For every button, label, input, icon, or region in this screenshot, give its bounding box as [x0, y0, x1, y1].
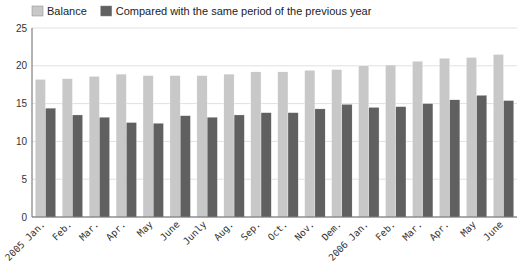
- bar: [89, 76, 99, 217]
- bar: [278, 72, 288, 217]
- bar: [224, 74, 234, 217]
- legend-swatch: [101, 6, 112, 16]
- bar: [477, 95, 487, 217]
- x-tick-label: Nov.: [292, 219, 316, 243]
- x-tick-label: Mar.: [77, 219, 101, 243]
- x-tick-label: Oct.: [265, 219, 289, 243]
- x-tick-label: 2005 Jan.: [3, 219, 47, 263]
- bar: [116, 74, 126, 217]
- y-tick-label: 5: [21, 174, 27, 185]
- bar: [35, 79, 45, 217]
- x-tick-label: May: [135, 218, 155, 238]
- x-tick-label: 2006 Jan.: [326, 219, 370, 263]
- legend-label: Balance: [47, 5, 87, 17]
- bar: [315, 109, 325, 217]
- bar: [207, 117, 217, 217]
- bar: [153, 123, 163, 217]
- y-tick-label: 20: [16, 60, 28, 71]
- x-axis: 2005 Jan.Feb.Mar.Apr.MayJuneJunlyAug.Sep…: [3, 218, 505, 262]
- chart-container: 05101520252005 Jan.Feb.Mar.Apr.MayJuneJu…: [0, 0, 527, 267]
- legend-swatch: [32, 6, 43, 16]
- bar: [180, 116, 190, 217]
- y-tick-label: 15: [16, 98, 28, 109]
- bar: [234, 115, 244, 217]
- bar: [305, 70, 315, 217]
- bar: [288, 113, 298, 217]
- y-tick-label: 25: [16, 23, 28, 34]
- x-axis-line: [32, 217, 517, 218]
- x-tick-label: Mar.: [400, 219, 424, 243]
- x-tick-label: Apr.: [104, 219, 128, 243]
- bar: [45, 108, 55, 217]
- y-tick-label: 10: [16, 136, 28, 147]
- legend-label: Compared with the same period of the pre…: [116, 5, 372, 17]
- grid-line: [32, 28, 517, 29]
- bar: [412, 61, 422, 217]
- y-axis: 0 5 10 15 20 25: [16, 23, 28, 223]
- legend: Balance Compared with the same period of …: [32, 5, 372, 17]
- bars: [35, 54, 514, 217]
- bar: [396, 107, 406, 217]
- bar: [439, 58, 449, 217]
- bar: [369, 107, 379, 217]
- bar: [450, 100, 460, 217]
- bar: [359, 66, 369, 217]
- x-tick-label: May: [458, 218, 478, 238]
- grid-line: [32, 217, 517, 218]
- bar: [251, 72, 261, 217]
- bar: [99, 117, 109, 217]
- bar: [197, 76, 207, 217]
- bar: [466, 57, 476, 217]
- bar: [143, 76, 153, 217]
- x-tick-label: Dem.: [319, 219, 343, 243]
- bar: [386, 65, 396, 217]
- bar: [261, 113, 271, 217]
- grid: [32, 28, 517, 217]
- bar: [332, 70, 342, 217]
- x-tick-label: June: [158, 218, 182, 242]
- x-tick-label: Apr.: [427, 219, 451, 243]
- x-tick-label: Sep.: [238, 219, 262, 243]
- x-tick-label: Junly: [181, 218, 209, 246]
- x-tick-label: June: [481, 218, 505, 242]
- bar: [504, 101, 514, 217]
- x-tick-label: Aug.: [212, 219, 236, 243]
- x-tick-label: Feb.: [50, 219, 74, 243]
- y-axis-line: [32, 28, 33, 217]
- bar: [170, 76, 180, 217]
- bar: [423, 104, 433, 217]
- x-tick-label: Feb.: [373, 219, 397, 243]
- bar: [72, 115, 82, 217]
- bar: [126, 123, 136, 218]
- bar: [62, 79, 72, 217]
- bar: [493, 54, 503, 217]
- chart-svg: 05101520252005 Jan.Feb.Mar.Apr.MayJuneJu…: [0, 0, 527, 267]
- y-tick-label: 0: [21, 212, 27, 223]
- bar: [342, 104, 352, 217]
